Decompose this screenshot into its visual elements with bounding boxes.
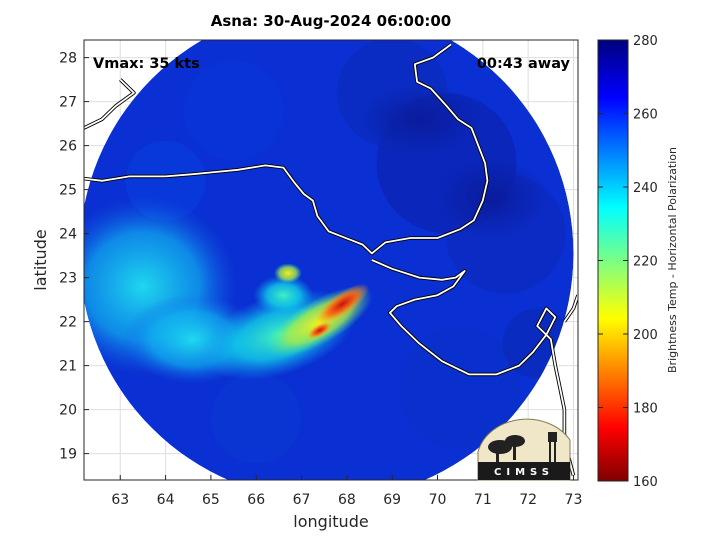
x-tick-label: 64 (157, 492, 175, 508)
y-tick-label: 24 (59, 227, 77, 243)
swath-texture (183, 60, 284, 161)
cold-land-region (436, 158, 547, 239)
x-tick-label: 65 (202, 492, 220, 508)
y-tick-label: 20 (59, 403, 77, 419)
colorbar-tick-label: 200 (633, 328, 658, 343)
y-axis-label: latitude (31, 229, 50, 290)
colorbar-tick-label: 260 (633, 108, 658, 123)
x-tick-label: 67 (293, 492, 311, 508)
x-ticks: 63 64 65 66 67 68 69 70 71 72 73 (111, 475, 582, 508)
y-tick-label: 26 (59, 139, 77, 155)
x-tick-label: 69 (383, 492, 401, 508)
vmax-annotation: Vmax: 35 kts (93, 56, 200, 72)
outer-rain-band (253, 275, 314, 316)
logo-text: CIMSS (494, 467, 554, 478)
coastline-layer (84, 42, 578, 477)
swath-texture (211, 373, 302, 464)
axes-frame (83, 39, 579, 481)
coastline (371, 259, 575, 476)
y-tick-label: 27 (59, 95, 77, 111)
colorbar-ticks: 160 180 200 220 240 260 280 (598, 34, 658, 490)
inner-rain-band (273, 263, 302, 284)
colorbar-tick-label: 180 (633, 402, 658, 417)
x-axis-label: longitude (293, 512, 368, 531)
time-away-annotation: 00:43 away (477, 56, 571, 72)
y-tick-label: 23 (59, 271, 77, 287)
convective-core (307, 321, 333, 340)
y-tick-label: 22 (59, 315, 77, 331)
convective-core (315, 283, 370, 325)
x-tick-label: 71 (474, 492, 492, 508)
y-tick-label: 28 (59, 51, 77, 67)
y-tick-label: 21 (59, 359, 77, 375)
cold-land-region (359, 84, 480, 155)
x-tick-label: 73 (565, 492, 583, 508)
y-tick-label: 19 (59, 447, 77, 463)
y-ticks: 19 20 21 22 23 24 25 26 27 28 (59, 51, 89, 463)
x-tick-label: 63 (111, 492, 129, 508)
colorbar-tick-label: 280 (633, 34, 658, 49)
chart-title: Asna: 30-Aug-2024 06:00:00 (210, 12, 452, 30)
coastline (84, 43, 489, 255)
cimss-logo: CIMSS (477, 418, 571, 481)
x-tick-label: 66 (247, 492, 265, 508)
x-tick-label: 68 (338, 492, 356, 508)
y-tick-label: 25 (59, 183, 77, 199)
colorbar-tick-label: 160 (633, 475, 658, 490)
x-tick-label: 72 (519, 492, 537, 508)
colorbar-tick-label: 240 (633, 181, 658, 196)
colorbar-tick-label: 220 (633, 255, 658, 270)
coastline (84, 78, 135, 129)
coastline (563, 294, 578, 323)
swath-texture (400, 327, 521, 448)
colorbar-label: Brightness Temp - Horizontal Polarizatio… (666, 147, 679, 373)
colorbar: 160 180 200 220 240 260 280 Brightness Temp - … (597, 34, 679, 490)
x-tick-label: 70 (429, 492, 447, 508)
